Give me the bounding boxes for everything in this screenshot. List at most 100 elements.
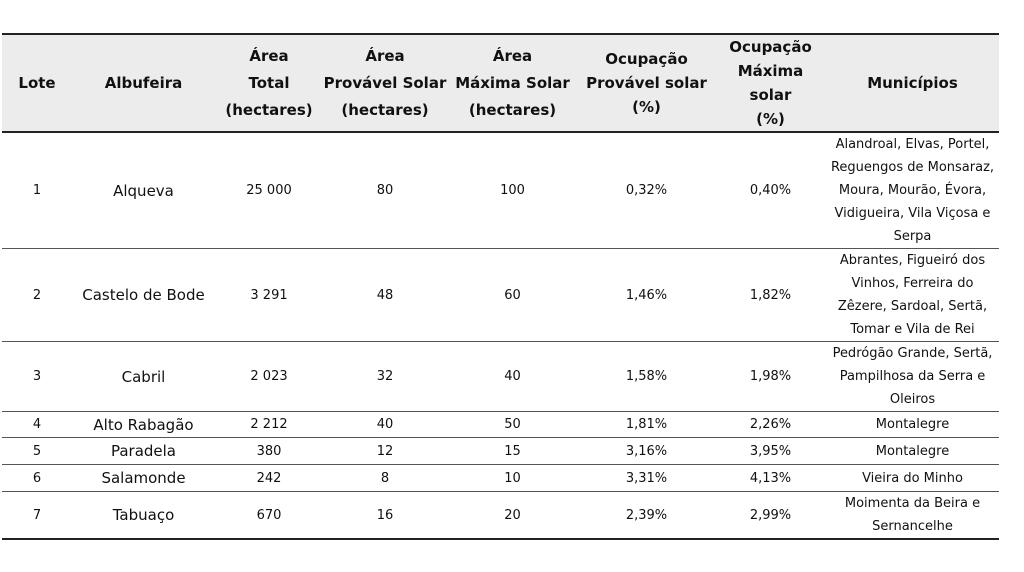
cell-area-provavel: 40 <box>323 411 447 438</box>
municipios-line: Zêzere, Sardoal, Sertã, <box>837 299 988 314</box>
cell-area-maxima: 10 <box>447 464 578 492</box>
cell-albufeira: Cabril <box>72 341 215 412</box>
cell-lote: 7 <box>2 491 72 540</box>
header-row: Lote Albufeira Área Total (hectares) Áre… <box>2 33 999 133</box>
cell-albufeira: Tabuaço <box>72 491 215 540</box>
cell-area-provavel: 32 <box>323 341 447 412</box>
cell-lote: 1 <box>2 132 72 249</box>
cell-area-maxima: 15 <box>447 437 578 465</box>
cell-ocupacao-maxima: 2,99% <box>715 491 826 540</box>
cell-area-maxima: 20 <box>447 491 578 540</box>
cell-ocupacao-maxima: 4,13% <box>715 464 826 492</box>
cell-albufeira: Alto Rabagão <box>72 411 215 438</box>
cell-municipios: Montalegre <box>826 411 999 438</box>
header-lote: Lote <box>2 33 72 133</box>
cell-area-total: 2 023 <box>215 341 323 412</box>
header-line: Máxima Solar <box>455 73 570 92</box>
cell-ocupacao-provavel: 1,58% <box>578 341 715 412</box>
municipios-line: Pampilhosa da Serra e <box>839 369 986 384</box>
municipios-line: Pedrógão Grande, Sertã, <box>832 346 993 361</box>
header-ocupacao-provavel: Ocupação Provável solar (%) <box>578 33 715 133</box>
header-line: Ocupação <box>605 50 688 68</box>
cell-area-provavel: 12 <box>323 437 447 465</box>
municipios-line: Vidigueira, Vila Viçosa e <box>834 206 991 221</box>
cell-lote: 4 <box>2 411 72 438</box>
cell-municipios: Pedrógão Grande, Sertã, Pampilhosa da Se… <box>826 341 999 412</box>
cell-ocupacao-provavel: 2,39% <box>578 491 715 540</box>
table-body: 1 Alqueva 25 000 80 100 0,32% 0,40% Alan… <box>2 132 999 540</box>
cell-area-total: 3 291 <box>215 248 323 342</box>
header-line: Provável solar <box>586 74 707 92</box>
municipios-line: Serpa <box>893 229 932 244</box>
cell-albufeira: Castelo de Bode <box>72 248 215 342</box>
cell-albufeira: Alqueva <box>72 132 215 249</box>
header-line: Municípios <box>867 73 958 92</box>
cell-ocupacao-provavel: 1,81% <box>578 411 715 438</box>
municipios-line: Vinhos, Ferreira do <box>851 276 974 291</box>
header-area-total: Área Total (hectares) <box>215 33 323 133</box>
cell-area-provavel: 8 <box>323 464 447 492</box>
header-line: (hectares) <box>468 100 557 119</box>
cell-municipios: Moimenta da Beira e Sernancelhe <box>826 491 999 540</box>
table-row: 4 Alto Rabagão 2 212 40 50 1,81% 2,26% M… <box>2 411 999 438</box>
cell-ocupacao-maxima: 2,26% <box>715 411 826 438</box>
cell-area-provavel: 16 <box>323 491 447 540</box>
data-table-container: Lote Albufeira Área Total (hectares) Áre… <box>2 33 999 540</box>
header-line: Ocupação <box>729 38 812 56</box>
municipios-line: Abrantes, Figueiró dos <box>839 253 986 268</box>
cell-area-total: 25 000 <box>215 132 323 249</box>
table-header: Lote Albufeira Área Total (hectares) Áre… <box>2 33 999 133</box>
cell-lote: 3 <box>2 341 72 412</box>
cell-ocupacao-maxima: 1,82% <box>715 248 826 342</box>
cell-lote: 6 <box>2 464 72 492</box>
table-row: 5 Paradela 380 12 15 3,16% 3,95% Montale… <box>2 437 999 465</box>
municipios-line: Moimenta da Beira e <box>844 496 981 511</box>
cell-municipios: Montalegre <box>826 437 999 465</box>
cell-area-provavel: 48 <box>323 248 447 342</box>
cell-area-maxima: 60 <box>447 248 578 342</box>
cell-ocupacao-maxima: 1,98% <box>715 341 826 412</box>
cell-area-maxima: 100 <box>447 132 578 249</box>
cell-area-total: 670 <box>215 491 323 540</box>
cell-albufeira: Salamonde <box>72 464 215 492</box>
cell-ocupacao-maxima: 0,40% <box>715 132 826 249</box>
municipios-line: Moura, Mourão, Évora, <box>838 183 987 198</box>
header-line: Lote <box>18 73 56 92</box>
cell-municipios: Vieira do Minho <box>826 464 999 492</box>
header-area-maxima: Área Máxima Solar (hectares) <box>447 33 578 133</box>
header-line: Área <box>492 46 533 65</box>
municipios-line: Alandroal, Elvas, Portel, <box>835 137 990 152</box>
header-line: (%) <box>756 110 785 128</box>
cell-albufeira: Paradela <box>72 437 215 465</box>
data-table: Lote Albufeira Área Total (hectares) Áre… <box>2 33 999 540</box>
cell-municipios: Alandroal, Elvas, Portel, Reguengos de M… <box>826 132 999 249</box>
cell-area-provavel: 80 <box>323 132 447 249</box>
table-row: 7 Tabuaço 670 16 20 2,39% 2,99% Moimenta… <box>2 491 999 540</box>
header-line: Total <box>248 73 290 92</box>
table-row: 6 Salamonde 242 8 10 3,31% 4,13% Vieira … <box>2 464 999 492</box>
table-row: 2 Castelo de Bode 3 291 48 60 1,46% 1,82… <box>2 248 999 342</box>
header-albufeira: Albufeira <box>72 33 215 133</box>
header-line: Área <box>365 46 405 65</box>
cell-lote: 5 <box>2 437 72 465</box>
cell-area-total: 242 <box>215 464 323 492</box>
header-area-provavel: Área Provável Solar (hectares) <box>323 33 447 133</box>
municipios-line: Reguengos de Monsaraz, <box>830 160 995 175</box>
cell-municipios: Abrantes, Figueiró dos Vinhos, Ferreira … <box>826 248 999 342</box>
municipios-line: Oleiros <box>889 392 936 407</box>
municipios-line: Vieira do Minho <box>862 470 963 486</box>
header-municipios: Municípios <box>826 33 999 133</box>
header-line: Máxima solar <box>737 62 804 104</box>
header-line: (%) <box>632 98 661 116</box>
cell-area-total: 380 <box>215 437 323 465</box>
header-ocupacao-maxima: Ocupação Máxima solar (%) <box>715 33 826 133</box>
header-line: Provável Solar <box>323 73 447 92</box>
header-line: Albufeira <box>104 73 183 92</box>
cell-area-total: 2 212 <box>215 411 323 438</box>
municipios-line: Montalegre <box>875 443 950 459</box>
header-line: Área <box>249 46 289 65</box>
cell-ocupacao-provavel: 3,16% <box>578 437 715 465</box>
header-line: (hectares) <box>341 100 429 119</box>
municipios-line: Sernancelhe <box>872 519 953 534</box>
table-row: 3 Cabril 2 023 32 40 1,58% 1,98% Pedrógã… <box>2 341 999 412</box>
